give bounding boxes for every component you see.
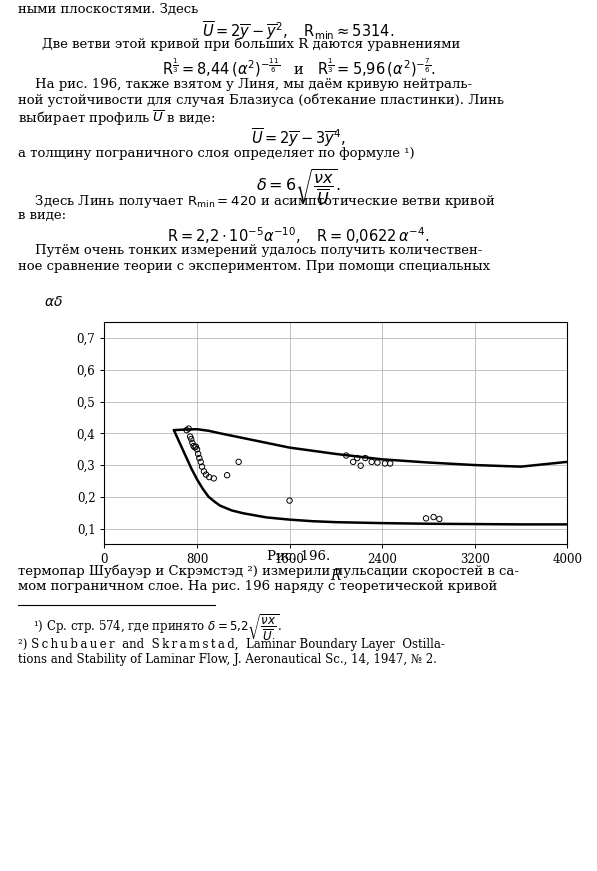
Text: На рис. 196, также взятом у Линя, мы даём кривую нейтраль-: На рис. 196, также взятом у Линя, мы даё… bbox=[18, 78, 472, 91]
Text: в виде:: в виде: bbox=[18, 209, 66, 222]
Text: Рис. 196.: Рис. 196. bbox=[267, 550, 330, 564]
Point bbox=[190, 441, 199, 455]
Text: ной устойчивости для случая Блазиуса (обтекание пластинки). Линь: ной устойчивости для случая Блазиуса (об… bbox=[18, 93, 504, 106]
Text: термопар Шубауэр и Скрэмстэд ²) измерили пульсации скоростей в са-: термопар Шубауэр и Скрэмстэд ²) измерили… bbox=[18, 564, 519, 577]
Text: $\alpha\delta$: $\alpha\delta$ bbox=[44, 295, 63, 309]
Point bbox=[199, 464, 209, 478]
Text: ными плоскостями. Здесь: ными плоскостями. Здесь bbox=[18, 3, 198, 16]
Point bbox=[204, 470, 214, 484]
Point bbox=[193, 447, 203, 461]
Point bbox=[191, 440, 201, 454]
Point bbox=[386, 456, 395, 470]
Point bbox=[234, 455, 244, 469]
Text: Путём очень тонких измерений удалось получить количествен-: Путём очень тонких измерений удалось пол… bbox=[18, 244, 482, 257]
Text: мом пограничном слое. На рис. 196 наряду с теоретической кривой: мом пограничном слое. На рис. 196 наряду… bbox=[18, 580, 497, 593]
Text: $\mathrm{R} = 2{,}2 \cdot 10^{-5}\alpha^{-10},$   $\mathrm{R} = 0{,}0622\,\alpha: $\mathrm{R} = 2{,}2 \cdot 10^{-5}\alpha^… bbox=[167, 226, 430, 246]
Point bbox=[186, 432, 196, 446]
Point bbox=[187, 436, 197, 449]
Point bbox=[352, 451, 362, 465]
Point bbox=[209, 471, 219, 485]
Text: а толщину пограничного слоя определяет по формуле ¹): а толщину пограничного слоя определяет п… bbox=[18, 147, 414, 160]
Point bbox=[349, 455, 358, 469]
Point bbox=[182, 423, 192, 437]
Point bbox=[195, 451, 204, 465]
Point bbox=[367, 455, 377, 469]
Text: ¹) Ср. стр. 574, где принято $\delta = 5{,}2\sqrt{\dfrac{\nu x}{\overline{U}}}$.: ¹) Ср. стр. 574, где принято $\delta = 5… bbox=[33, 612, 282, 642]
Point bbox=[192, 442, 202, 456]
Text: ²) S c h u b a u e r  and  S k r a m s t a d,  Laminar Boundary Layer  Ostilla-: ²) S c h u b a u e r and S k r a m s t a… bbox=[18, 638, 445, 651]
Point bbox=[380, 456, 390, 470]
Text: Здесь Линь получает $\mathrm{R_{min}} = 420$ и асимптотические ветви кривой: Здесь Линь получает $\mathrm{R_{min}} = … bbox=[18, 193, 496, 211]
Text: $\mathrm{R}^{\frac{1}{3}} = 8{,}44\,(\alpha^2)^{-\frac{11}{6}}$   и   $\mathrm{R: $\mathrm{R}^{\frac{1}{3}} = 8{,}44\,(\al… bbox=[162, 56, 435, 78]
X-axis label: R: R bbox=[331, 569, 341, 584]
Point bbox=[421, 511, 431, 525]
Text: ное сравнение теории с экспериментом. При помощи специальных: ное сравнение теории с экспериментом. Пр… bbox=[18, 260, 490, 273]
Text: tions and Stability of Laminar Flow, J. Aeronautical Sc., 14, 1947, № 2.: tions and Stability of Laminar Flow, J. … bbox=[18, 653, 437, 666]
Text: $\overline{U} = 2\overline{y} - \overline{y}^2,$   $\mathrm{R_{min}} \approx 531: $\overline{U} = 2\overline{y} - \overlin… bbox=[202, 20, 395, 44]
Text: $\delta = 6\sqrt{\dfrac{\nu x}{\overline{U}}}.$: $\delta = 6\sqrt{\dfrac{\nu x}{\overline… bbox=[256, 168, 341, 208]
Point bbox=[435, 512, 444, 526]
Point bbox=[429, 510, 438, 524]
Point bbox=[356, 459, 365, 473]
Point bbox=[184, 422, 193, 436]
Point bbox=[373, 456, 382, 469]
Point bbox=[341, 449, 351, 463]
Point bbox=[222, 469, 232, 483]
Point bbox=[197, 460, 207, 474]
Point bbox=[361, 451, 370, 465]
Point bbox=[196, 455, 205, 469]
Point bbox=[285, 494, 294, 508]
Text: Две ветви этой кривой при больших R даются уравнениями: Две ветви этой кривой при больших R дают… bbox=[42, 37, 460, 51]
Text: выбирает профиль $\overline{U}$ в виде:: выбирает профиль $\overline{U}$ в виде: bbox=[18, 109, 216, 128]
Point bbox=[185, 429, 195, 443]
Point bbox=[189, 439, 198, 453]
Text: $\overline{U} = 2\overline{y} - 3\overline{y}^4,$: $\overline{U} = 2\overline{y} - 3\overli… bbox=[251, 127, 346, 151]
Point bbox=[201, 468, 211, 482]
